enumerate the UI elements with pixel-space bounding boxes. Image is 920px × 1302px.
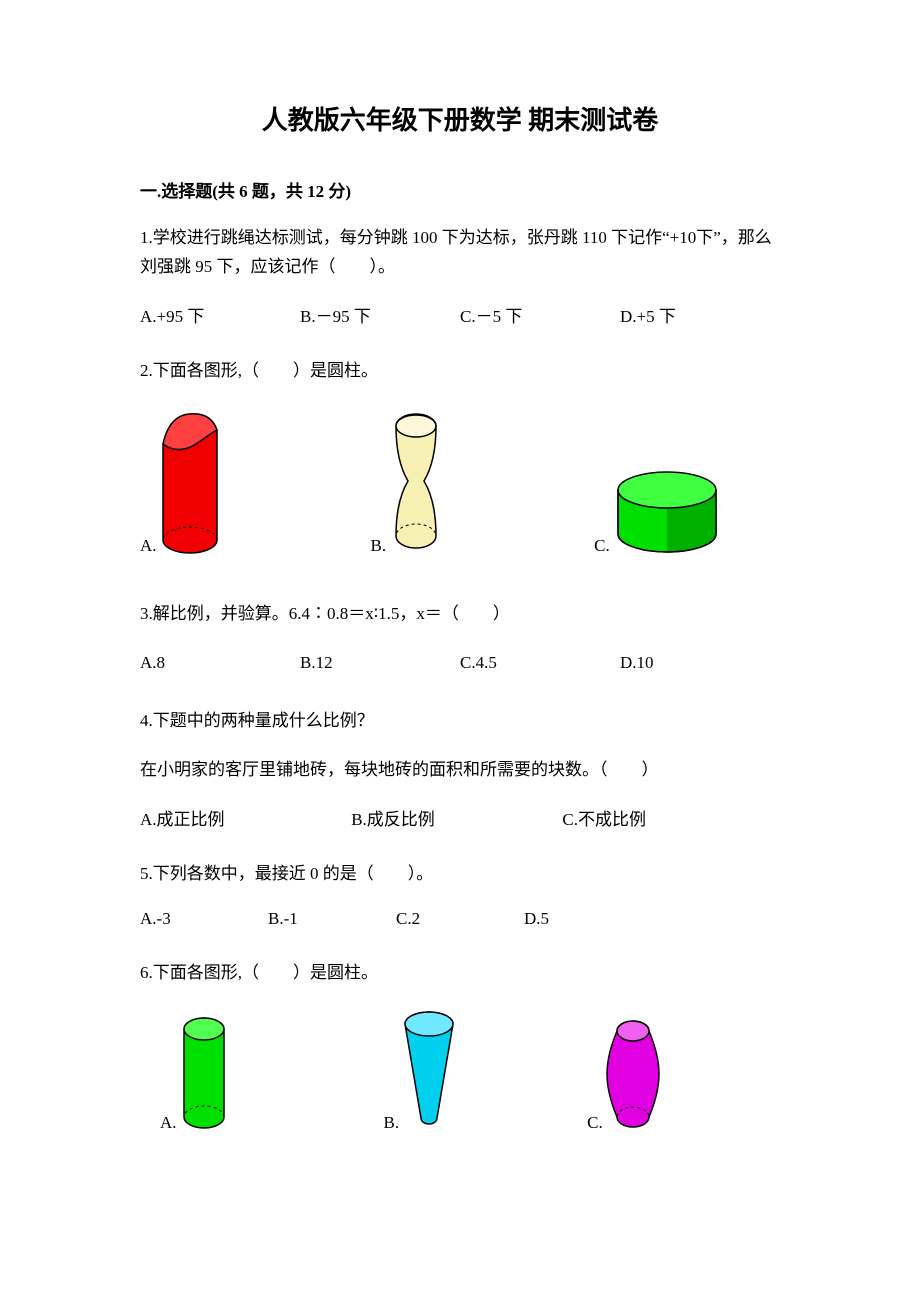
q6-option-a-label: A. — [160, 1113, 177, 1133]
question-4-line1: 4.下题中的两种量成什么比例？ — [140, 707, 780, 736]
q2-option-a-group: A. — [140, 406, 221, 556]
q3-option-a: A.8 — [140, 649, 300, 678]
q2-shape-b-icon — [388, 406, 444, 556]
question-1: 1.学校进行跳绳达标测试，每分钟跳 100 下为达标，张丹跳 110 下记作“+… — [140, 224, 780, 282]
q6-shape-b-icon — [401, 1008, 457, 1133]
q5-option-c: C.2 — [396, 909, 524, 929]
q1-option-c: C.－5 下 — [460, 302, 620, 327]
question-2-shapes: A. B. C. — [140, 406, 780, 556]
q2-shape-c-icon — [612, 468, 722, 556]
q6-shape-a-icon — [179, 1013, 229, 1133]
q4-option-c: C.不成比例 — [562, 805, 773, 830]
q2-option-c-group: C. — [594, 468, 722, 556]
question-6: 6.下面各图形,（ ）是圆柱。 — [140, 959, 780, 988]
q2-option-b-label: B. — [371, 536, 387, 556]
question-2: 2.下面各图形,（ ）是圆柱。 — [140, 357, 780, 386]
q5-option-b: B.-1 — [268, 909, 396, 929]
question-4-line2: 在小明家的客厅里铺地砖，每块地砖的面积和所需要的块数。（ ） — [140, 756, 780, 785]
q6-option-b-group: B. — [384, 1008, 458, 1133]
q3-option-c: C.4.5 — [460, 649, 620, 678]
q2-option-a-label: A. — [140, 536, 157, 556]
q6-option-a-group: A. — [160, 1013, 229, 1133]
q6-shape-c-icon — [605, 1015, 661, 1133]
q2-shape-a-icon — [159, 406, 221, 556]
question-6-shapes: A. B. C. — [140, 1008, 780, 1133]
q1-option-b: B.－95 下 — [300, 302, 460, 327]
question-4-options: A.成正比例 B.成反比例 C.不成比例 — [140, 805, 780, 830]
q5-option-d: D.5 — [524, 909, 652, 929]
exam-page: 人教版六年级下册数学 期末测试卷 一.选择题(共 6 题，共 12 分) 1.学… — [0, 0, 920, 1257]
question-5: 5.下列各数中，最接近 0 的是（ ）。 — [140, 860, 780, 889]
q1-option-a: A.+95 下 — [140, 302, 300, 327]
question-3: 3.解比例，并验算。6.4∶0.8＝x∶1.5，x＝（ ） — [140, 600, 780, 629]
q2-option-b-group: B. — [371, 406, 445, 556]
q3-option-d: D.10 — [620, 649, 654, 678]
q2-option-c-label: C. — [594, 536, 610, 556]
q6-option-c-group: C. — [587, 1015, 661, 1133]
q4-option-b: B.成反比例 — [351, 805, 562, 830]
q1-option-d: D.+5 下 — [620, 302, 780, 327]
question-3-options: A.8B.12C.4.5D.10 — [140, 649, 780, 678]
section-header: 一.选择题(共 6 题，共 12 分) — [140, 177, 780, 202]
page-title: 人教版六年级下册数学 期末测试卷 — [140, 100, 780, 137]
q3-option-b: B.12 — [300, 649, 460, 678]
q5-option-a: A.-3 — [140, 909, 268, 929]
question-1-options: A.+95 下 B.－95 下 C.－5 下 D.+5 下 — [140, 302, 780, 327]
q4-option-a: A.成正比例 — [140, 805, 351, 830]
question-5-options: A.-3 B.-1 C.2 D.5 — [140, 909, 780, 929]
q6-option-c-label: C. — [587, 1113, 603, 1133]
q6-option-b-label: B. — [384, 1113, 400, 1133]
